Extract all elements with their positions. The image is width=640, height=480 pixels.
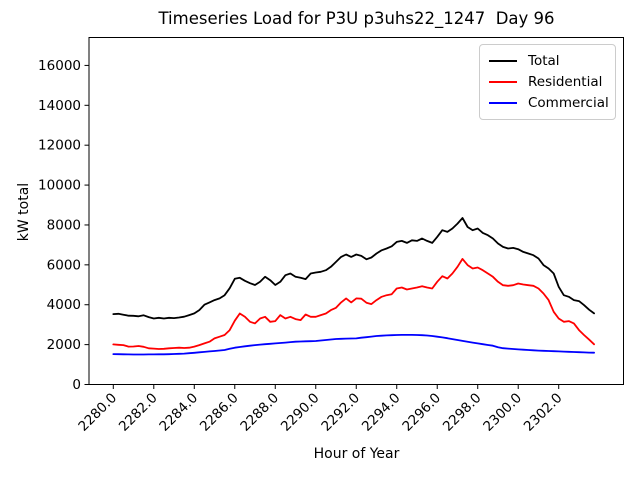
y-tick-label: 12000 — [38, 138, 81, 154]
legend-label: Commercial — [528, 94, 609, 111]
legend: Total Residential Commercial — [479, 44, 616, 120]
chart-title: Timeseries Load for P3U p3uhs22_1247 Day… — [158, 9, 555, 28]
legend-line-swatch — [489, 59, 517, 62]
x-axis-label: Hour of Year — [313, 446, 400, 462]
x-tick-label: 2282.0 — [116, 390, 161, 435]
x-tick-label: 2294.0 — [359, 390, 404, 435]
series-line-commercial — [112, 333, 595, 356]
x-tick-label: 2288.0 — [237, 390, 282, 435]
x-tick-label: 2298.0 — [440, 390, 485, 435]
x-tick-label: 2296.0 — [399, 390, 444, 435]
y-tick-label: 2000 — [47, 337, 81, 353]
x-tick-label: 2300.0 — [480, 390, 525, 435]
y-tick-label: 10000 — [38, 178, 81, 194]
legend-label: Total — [528, 52, 560, 69]
legend-label: Residential — [528, 73, 603, 90]
y-tick-label: 4000 — [47, 297, 81, 313]
y-tick-label: 14000 — [38, 98, 81, 114]
y-tick-label: 16000 — [38, 58, 81, 74]
y-tick-label: 6000 — [47, 257, 81, 273]
x-tick-label: 2292.0 — [318, 390, 363, 435]
legend-line-swatch — [489, 80, 517, 83]
legend-item-total: Total — [489, 50, 606, 71]
legend-item-residential: Residential — [489, 71, 606, 92]
x-tick-label: 2290.0 — [278, 390, 323, 435]
legend-item-commercial: Commercial — [489, 92, 609, 113]
y-tick-label: 0 — [72, 377, 81, 393]
series-line-total — [112, 217, 595, 320]
x-tick-label: 2286.0 — [197, 390, 242, 435]
series-line-residential — [112, 257, 595, 350]
x-tick-label: 2284.0 — [156, 390, 201, 435]
y-tick-label: 8000 — [47, 217, 81, 233]
x-tick-label: 2302.0 — [521, 390, 566, 435]
legend-line-swatch — [489, 101, 517, 104]
x-tick-label: 2280.0 — [75, 390, 120, 435]
